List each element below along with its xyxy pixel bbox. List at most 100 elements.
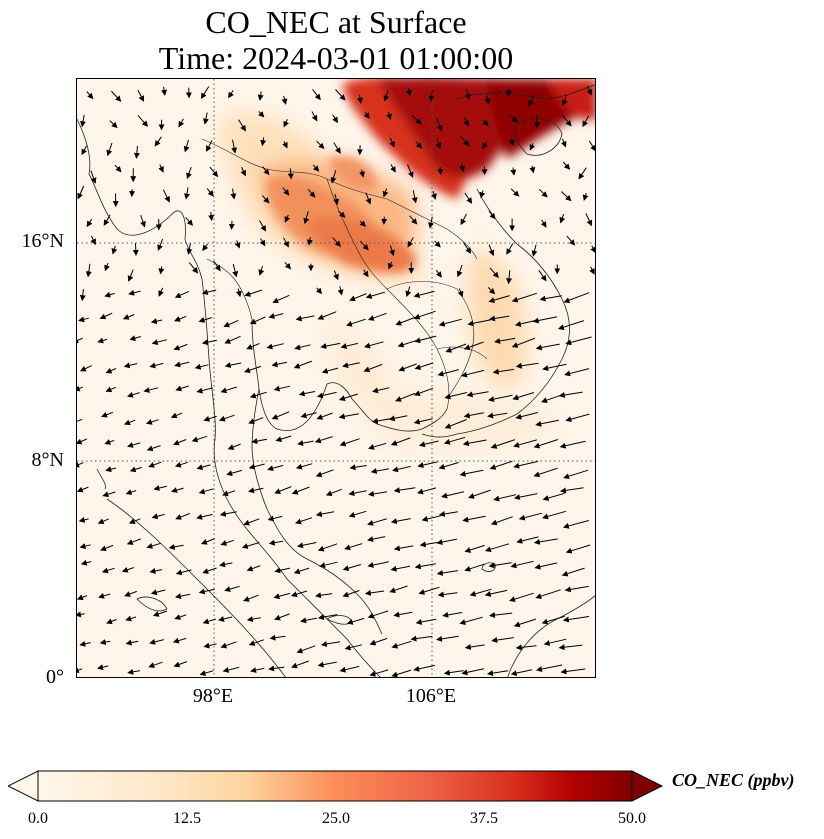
colorbar-max-extend: [631, 770, 664, 802]
wind-arrow: [111, 245, 118, 255]
wind-arrow: [442, 611, 463, 618]
wind-arrow: [78, 516, 89, 523]
wind-arrow: [479, 190, 486, 199]
wind-arrow: [363, 112, 370, 119]
wind-arrow: [146, 542, 161, 549]
wind-arrow: [106, 618, 117, 625]
wind-arrow: [367, 312, 387, 321]
wind-arrow: [589, 266, 595, 275]
wind-arrow: [436, 538, 458, 545]
wind-arrow: [558, 391, 583, 398]
wind-arrow: [174, 315, 187, 322]
wind-arrow: [438, 318, 462, 327]
wind-arrow: [413, 310, 436, 320]
wind-arrow: [372, 387, 390, 394]
colorbar-tick-2: 25.0: [322, 810, 350, 827]
longitude-label-106e: 106°E: [405, 685, 457, 707]
wind-arrow: [78, 316, 89, 323]
wind-arrow: [542, 363, 567, 372]
wind-arrow: [418, 586, 440, 595]
wind-arrow: [267, 464, 284, 472]
wind-arrow: [258, 220, 267, 232]
wind-arrow: [340, 342, 359, 349]
wind-arrow: [77, 461, 84, 468]
wind-arrow: [174, 614, 187, 620]
wind-arrow: [460, 213, 467, 226]
colorbar-gradient: [37, 770, 633, 802]
wind-arrow: [129, 335, 142, 342]
wind-arrow: [488, 244, 495, 257]
wind-arrow: [506, 88, 512, 97]
wind-arrow: [405, 88, 412, 97]
wind-arrow: [267, 515, 283, 522]
wind-arrow: [533, 439, 559, 449]
wind-arrow: [386, 111, 392, 120]
wind-arrow: [268, 313, 284, 319]
wind-arrow: [415, 618, 437, 625]
wind-arrow: [369, 637, 388, 646]
wind-arrow: [77, 611, 85, 618]
wind-arrow: [561, 191, 572, 202]
wind-arrow: [540, 219, 547, 228]
wind-arrow: [333, 194, 340, 206]
wind-arrow: [339, 438, 360, 447]
wind-arrow: [224, 335, 241, 344]
wind-arrow: [262, 166, 270, 176]
wind-arrow: [220, 539, 234, 546]
wind-arrow: [484, 94, 491, 105]
wind-arrow: [411, 114, 422, 125]
wind-arrow: [438, 462, 459, 470]
wind-arrow: [148, 461, 162, 468]
wind-arrow: [241, 542, 260, 549]
wind-arrow: [515, 362, 539, 369]
wind-arrow: [175, 513, 190, 520]
wind-arrow: [364, 341, 384, 349]
wind-arrow: [407, 237, 414, 248]
wind-arrow: [482, 119, 489, 127]
wind-arrow: [445, 343, 467, 353]
wind-arrow: [489, 612, 513, 619]
wind-arrow: [86, 91, 94, 100]
colorbar-tick-4: 50.0: [618, 810, 646, 827]
wind-arrow: [319, 561, 338, 569]
wind-arrow: [151, 339, 167, 346]
wind-arrow: [443, 669, 464, 676]
wind-arrow: [85, 263, 92, 278]
wind-arrow: [283, 237, 289, 248]
wind-arrow: [306, 236, 313, 246]
wind-arrow: [259, 238, 266, 247]
wind-arrow: [297, 542, 317, 549]
wind-arrow: [122, 314, 135, 320]
wind-arrow: [466, 391, 489, 398]
wind-arrow: [407, 164, 414, 178]
wind-arrow: [414, 335, 437, 344]
wind-arrow: [196, 464, 211, 471]
wind-arrow: [491, 637, 514, 643]
wind-arrow: [77, 337, 83, 344]
wind-arrow: [230, 188, 237, 200]
wind-arrow: [274, 613, 290, 621]
wind-arrow: [79, 640, 91, 647]
wind-arrow: [80, 559, 92, 566]
wind-arrow: [415, 141, 423, 149]
wind-arrow: [493, 494, 517, 502]
wind-arrow: [367, 490, 388, 497]
wind-arrow: [290, 590, 308, 598]
wind-arrow: [410, 635, 433, 642]
wind-arrow: [186, 243, 193, 255]
wind-arrow: [315, 511, 335, 518]
wind-arrow: [220, 386, 237, 394]
wind-arrow: [459, 162, 466, 173]
wind-arrow: [200, 86, 210, 100]
wind-arrow: [469, 588, 492, 597]
wind-arrow: [462, 515, 486, 523]
wind-arrow: [414, 563, 436, 570]
wind-arrow: [248, 487, 264, 494]
wind-arrow: [213, 260, 221, 272]
wind-arrow: [390, 164, 396, 173]
wind-arrow: [317, 543, 338, 552]
wind-arrow: [417, 487, 437, 495]
wind-arrow: [398, 363, 417, 372]
wind-arrow: [444, 419, 467, 429]
wind-arrow: [97, 664, 109, 671]
